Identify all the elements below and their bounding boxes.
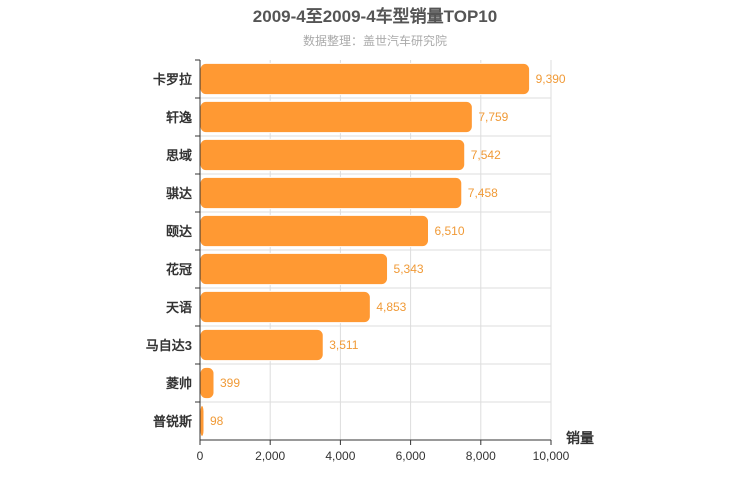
x-tick-label: 4,000 xyxy=(325,449,355,463)
bars: 9,390 7,759 7,542 7,458 6,510 5,343 4,853 3,511… xyxy=(199,62,566,438)
category-label: 马自达3 xyxy=(146,338,192,353)
axes: 0 2,000 4,000 6,000 8,000 10,000 卡罗拉轩逸思域骐达颐达花冠… xyxy=(146,59,570,463)
x-tick-label: 2,000 xyxy=(255,449,285,463)
category-label: 菱帅 xyxy=(166,376,192,391)
x-tick-label: 0 xyxy=(197,449,204,463)
bar[interactable] xyxy=(199,214,430,248)
chart-title: 2009-4至2009-4车型销量TOP10 xyxy=(253,6,497,26)
category-label: 卡罗拉 xyxy=(153,72,192,87)
bar[interactable] xyxy=(199,328,324,362)
x-tick-label: 10,000 xyxy=(533,449,570,463)
category-label: 轩逸 xyxy=(166,110,192,125)
data-label: 399 xyxy=(220,376,240,390)
category-label: 普锐斯 xyxy=(153,414,192,429)
x-tick-label: 8,000 xyxy=(466,449,496,463)
data-label: 7,542 xyxy=(471,148,501,162)
data-label: 5,343 xyxy=(394,262,424,276)
x-tick-label: 6,000 xyxy=(396,449,426,463)
bar[interactable] xyxy=(199,62,531,96)
data-label: 3,511 xyxy=(329,338,358,352)
data-label: 4,853 xyxy=(376,300,406,314)
chart-subtitle: 数据整理：盖世汽车研究院 xyxy=(303,33,447,48)
bar[interactable] xyxy=(199,252,389,286)
bar[interactable] xyxy=(199,404,205,438)
bar[interactable] xyxy=(199,176,463,210)
x-axis-title: 销量 xyxy=(566,430,594,446)
category-label: 骐达 xyxy=(166,186,192,201)
bar[interactable] xyxy=(199,138,466,172)
category-label: 颐达 xyxy=(166,224,192,239)
bar[interactable] xyxy=(199,290,371,324)
bar[interactable] xyxy=(199,366,215,400)
data-label: 9,390 xyxy=(536,72,566,86)
category-label: 花冠 xyxy=(166,262,192,277)
bar[interactable] xyxy=(199,100,473,134)
data-label: 98 xyxy=(210,414,224,428)
data-label: 7,759 xyxy=(478,110,508,124)
category-label: 思域 xyxy=(166,148,192,163)
data-label: 6,510 xyxy=(435,224,465,238)
grid-lines xyxy=(200,60,552,440)
data-label: 7,458 xyxy=(468,186,498,200)
category-label: 天语 xyxy=(166,300,192,315)
